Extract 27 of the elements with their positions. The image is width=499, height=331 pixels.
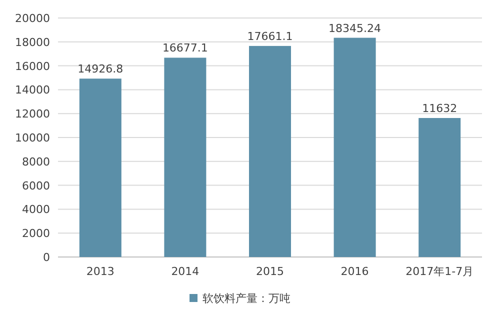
y-tick-label: 14000: [15, 84, 50, 97]
x-tick-label: 2017年1-7月: [406, 265, 474, 278]
legend-label: 软饮料产量：万吨: [202, 292, 290, 305]
y-tick-label: 2000: [22, 227, 50, 240]
y-tick-label: 4000: [22, 203, 50, 216]
data-label: 18345.24: [328, 22, 382, 35]
bar: [249, 46, 291, 257]
data-label: 14926.8: [78, 62, 124, 76]
data-label: 17661.1: [247, 30, 293, 43]
data-label: 11632: [422, 102, 458, 115]
bar: [334, 38, 376, 257]
x-tick-label: 2014: [171, 265, 200, 278]
y-tick-label: 10000: [15, 132, 50, 144]
bar: [418, 118, 461, 257]
y-tick-label: 0: [43, 251, 50, 264]
y-tick-label: 18000: [15, 36, 50, 49]
y-tick-label: 12000: [15, 108, 50, 121]
y-tick-label: 16000: [15, 60, 50, 73]
x-tick-label: 2016: [340, 265, 369, 278]
x-tick-label: 2015: [256, 265, 284, 278]
y-tick-label: 20000: [15, 12, 50, 25]
y-tick-label: 8000: [22, 155, 50, 168]
data-label: 16677.1: [162, 42, 208, 55]
bar: [79, 78, 122, 257]
y-tick-label: 6000: [22, 179, 50, 192]
bar: [164, 58, 206, 257]
x-tick-label: 2013: [86, 265, 114, 278]
